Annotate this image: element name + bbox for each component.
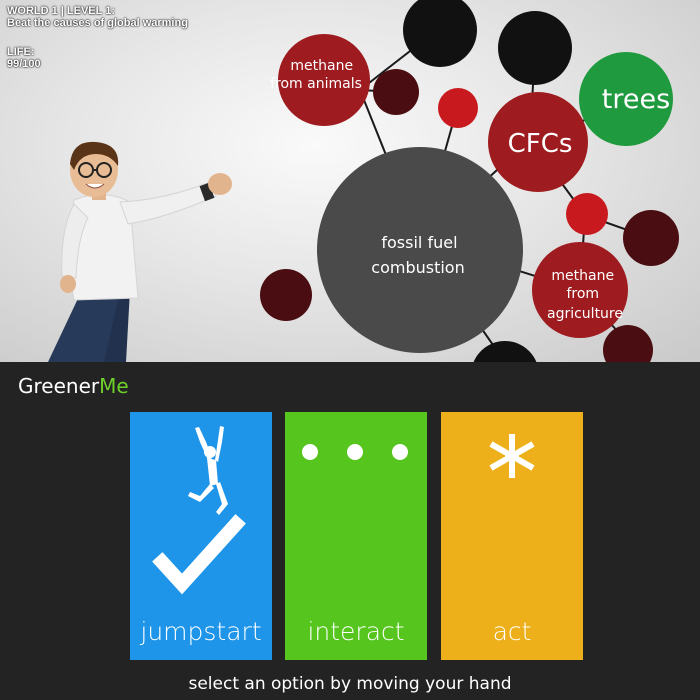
life-value: 99/100 bbox=[7, 58, 41, 70]
interact-label: interact bbox=[307, 617, 405, 646]
bubble-maroon-small[interactable] bbox=[373, 69, 419, 115]
methane-agriculture-label: methane from agriculture bbox=[547, 268, 623, 322]
interact-tile[interactable]: interact bbox=[285, 412, 427, 660]
brand-suffix: Me bbox=[99, 374, 129, 398]
bubble-maroon-right[interactable] bbox=[623, 210, 679, 266]
world-level-text: WORLD 1 | LEVEL 1: bbox=[7, 5, 115, 17]
trees-label: trees bbox=[602, 84, 670, 115]
bubble-maroon-bottom[interactable] bbox=[603, 325, 653, 362]
bubble-fossil-fuel[interactable] bbox=[317, 147, 523, 353]
bubble-methane-agriculture[interactable] bbox=[532, 242, 628, 338]
objective-text: Beat the causes of global warming bbox=[7, 17, 188, 29]
game-scene: methane from animals CFCs trees fossil f… bbox=[0, 0, 700, 362]
bubble-maroon-left[interactable] bbox=[260, 269, 312, 321]
life-label: LIFE: bbox=[7, 46, 35, 58]
bubble-black-top[interactable] bbox=[403, 0, 477, 67]
brand-prefix: Greener bbox=[18, 374, 100, 398]
ellipsis-dots-icon bbox=[302, 444, 408, 460]
bubble-cfcs[interactable] bbox=[488, 92, 588, 192]
act-label: act bbox=[492, 617, 532, 646]
methane-animals-label: methane from animals bbox=[270, 58, 362, 92]
jumpstart-tile[interactable]: jumpstart bbox=[130, 412, 272, 660]
option-menu: GreenerMe jumpstart bbox=[0, 362, 700, 700]
bubble-red-mid[interactable] bbox=[566, 193, 608, 235]
cause-bubble-web: methane from animals CFCs trees fossil f… bbox=[260, 0, 679, 362]
bubble-black-right[interactable] bbox=[498, 11, 572, 85]
asterisk-icon bbox=[489, 434, 535, 478]
bubble-methane-animals[interactable] bbox=[278, 34, 370, 126]
hud-panel: WORLD 1 | LEVEL 1: Beat the causes of gl… bbox=[7, 5, 188, 70]
bubble-trees[interactable] bbox=[579, 52, 673, 146]
instruction-text: select an option by moving your hand bbox=[188, 674, 512, 694]
bubble-red-small[interactable] bbox=[438, 88, 478, 128]
cfcs-label: CFCs bbox=[508, 129, 573, 159]
brand-title: GreenerMe bbox=[18, 374, 129, 398]
jumpstart-label: jumpstart bbox=[140, 617, 262, 646]
act-tile[interactable]: act bbox=[441, 412, 583, 660]
fossil-fuel-label: fossil fuel combustion bbox=[371, 233, 464, 277]
jumping-person-checkmark-icon bbox=[152, 426, 246, 595]
bubble-black-bottom[interactable] bbox=[471, 341, 539, 362]
player-avatar bbox=[48, 141, 232, 362]
